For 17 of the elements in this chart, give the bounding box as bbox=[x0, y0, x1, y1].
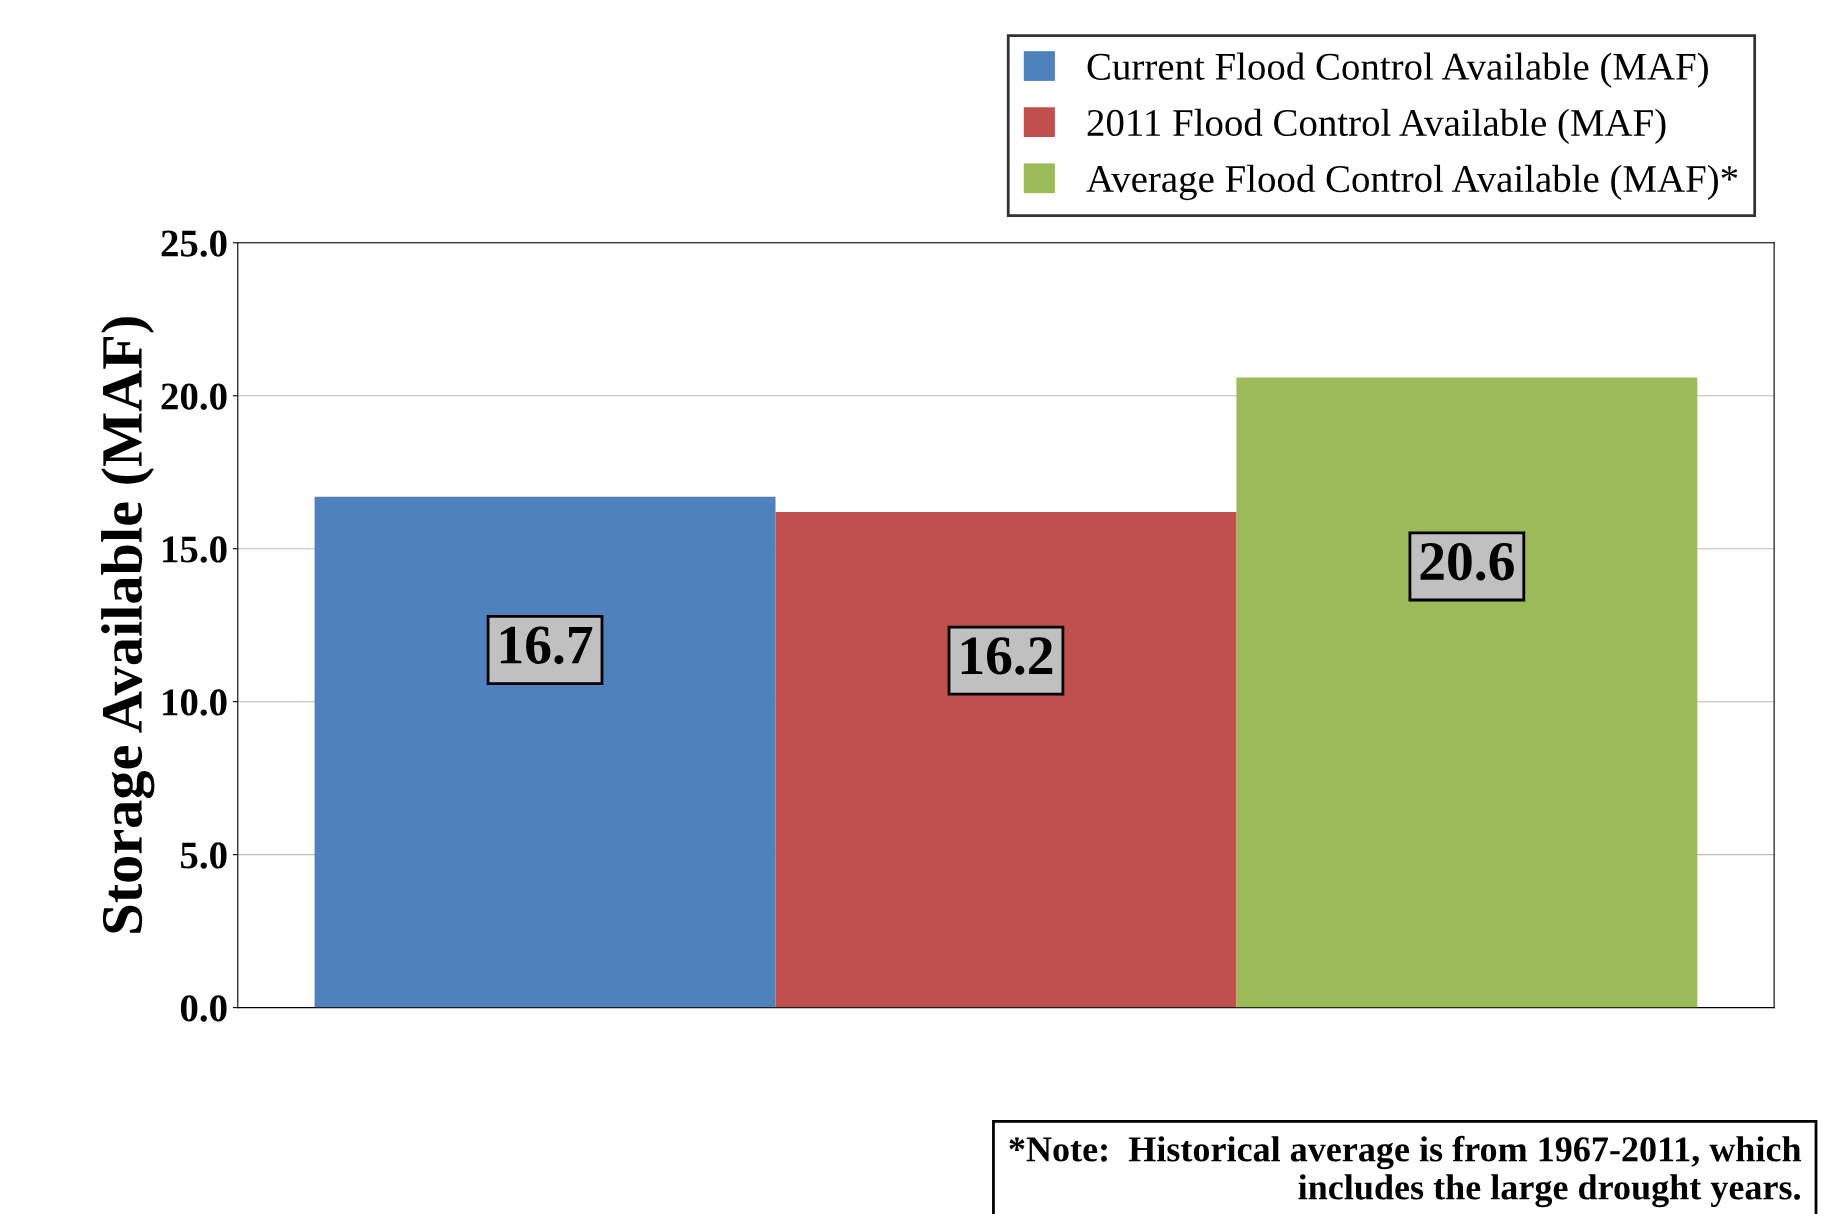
data-label: 16.2 bbox=[961, 637, 1053, 675]
y-axis-title: Storage Available (MAF) bbox=[101, 317, 155, 933]
text: *Note: Historical average is from 1967-2011, which includes the large drought years. bbox=[1009, 1135, 1802, 1208]
bar bbox=[775, 512, 1237, 1008]
y-tick-label: 20.0 bbox=[161, 383, 227, 410]
legend-label: Current Flood Control Available (MAF) bbox=[1087, 52, 1708, 88]
y-tick-label: 5.0 bbox=[180, 842, 227, 869]
data-label: 16.7 bbox=[500, 626, 593, 665]
data-label: 20.6 bbox=[1420, 542, 1514, 581]
bar bbox=[1236, 377, 1698, 1008]
bar bbox=[314, 496, 776, 1008]
y-tick-label: 10.0 bbox=[163, 689, 227, 716]
y-tick-label: 15.0 bbox=[163, 536, 227, 563]
y-tick-label: 0.0 bbox=[180, 995, 227, 1022]
legend-label: 2011 Flood Control Available (MAF) bbox=[1087, 108, 1666, 144]
y-tick-label: 25.0 bbox=[161, 230, 227, 257]
legend-label: Average Flood Control Available (MAF)* bbox=[1086, 164, 1738, 201]
